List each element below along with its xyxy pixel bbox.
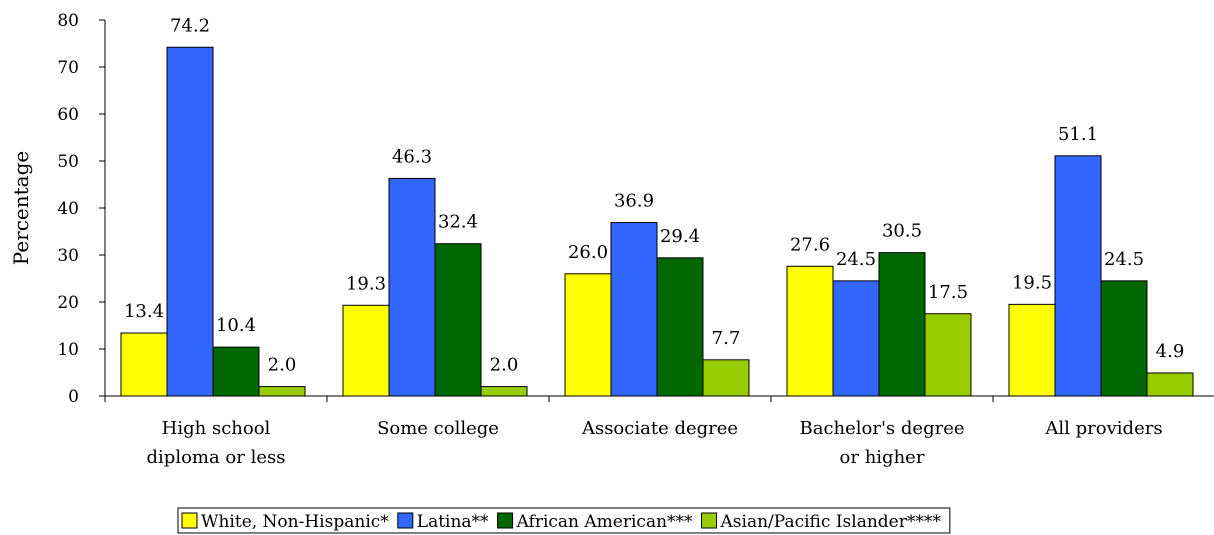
legend-swatch <box>701 512 718 529</box>
bar <box>120 332 168 397</box>
bar <box>702 359 750 397</box>
bars <box>120 46 1194 397</box>
bar-value-label: 26.0 <box>568 242 608 263</box>
bar-value-label: 27.6 <box>790 234 830 255</box>
y-tick-label: 0 <box>68 387 79 407</box>
y-tick-label: 60 <box>57 105 79 125</box>
y-axis-title: Percentage <box>9 151 33 265</box>
bar-value-label: 10.4 <box>216 315 256 336</box>
bar <box>388 177 436 397</box>
legend-swatch <box>181 512 198 529</box>
bar-value-label: 51.1 <box>1058 124 1098 145</box>
bar-value-label: 2.0 <box>490 355 519 376</box>
bar <box>924 313 972 397</box>
legend-label: Latina** <box>417 512 489 532</box>
y-tick-label: 20 <box>57 293 79 313</box>
bar-value-label: 24.5 <box>1104 249 1144 270</box>
legend-label: African American*** <box>516 512 693 532</box>
x-category-label-line: diploma or less <box>147 447 286 468</box>
x-category-label: Associate degree <box>581 418 738 439</box>
bar <box>1100 280 1148 397</box>
y-axis: 0 10 20 30 40 50 60 70 80 <box>57 11 106 407</box>
bar-value-label: 29.4 <box>660 226 700 247</box>
bar <box>878 252 926 397</box>
x-category-label-line: Associate degree <box>581 418 738 439</box>
bar <box>258 386 306 397</box>
bar-value-label: 30.5 <box>882 221 922 242</box>
y-tick-label: 10 <box>57 340 79 360</box>
y-tick-label: 70 <box>57 58 79 78</box>
bar <box>480 386 528 397</box>
y-tick-label: 40 <box>57 199 79 219</box>
legend: White, Non-Hispanic* Latina** African Amer… <box>177 507 951 534</box>
bar-value-label: 74.2 <box>170 15 210 36</box>
bar-value-label: 2.0 <box>268 355 297 376</box>
bar <box>166 46 214 397</box>
legend-swatch <box>397 512 414 529</box>
bar <box>1146 372 1194 397</box>
bar-value-label: 4.9 <box>1156 341 1185 362</box>
x-category-label: Some college <box>377 418 499 439</box>
y-tick-label: 50 <box>57 152 79 172</box>
bar <box>564 273 612 397</box>
x-category-label: High school diploma or less <box>147 418 286 468</box>
bar-value-label: 24.5 <box>836 249 876 270</box>
bar-value-label: 17.5 <box>928 282 968 303</box>
bar <box>212 346 260 397</box>
x-category-label: All providers <box>1044 418 1162 439</box>
bar <box>1008 303 1056 397</box>
bar-value-label: 36.9 <box>614 191 654 212</box>
x-category-label-line: All providers <box>1044 418 1162 439</box>
bar <box>434 243 482 397</box>
bar <box>610 222 658 397</box>
legend-box <box>177 507 951 534</box>
legend-label: White, Non-Hispanic* <box>201 512 389 532</box>
bar-value-label: 13.4 <box>124 301 164 322</box>
bar <box>832 280 880 397</box>
x-category-label-line: High school <box>162 418 271 439</box>
y-tick-label: 80 <box>57 11 79 31</box>
x-axis: High school diploma or less Some college As… <box>104 395 1214 468</box>
bar <box>342 304 390 397</box>
bar-value-label: 32.4 <box>438 212 478 233</box>
x-category-label-line: Some college <box>377 418 499 439</box>
x-category-label-line: or higher <box>840 447 925 468</box>
x-category-label-line: Bachelor's degree <box>800 418 965 439</box>
bar <box>1054 155 1102 397</box>
bar-value-label: 46.3 <box>392 146 432 167</box>
x-category-label: Bachelor's degree or higher <box>800 418 965 468</box>
data-labels: 13.4 74.2 10.4 2.0 19.3 46.3 32.4 2.0 26.0 36.9 29… <box>124 15 1184 375</box>
legend-swatch <box>497 512 514 529</box>
bar <box>656 257 704 397</box>
y-tick-label: 30 <box>57 246 79 266</box>
bar-value-label: 19.5 <box>1012 272 1052 293</box>
bar-value-label: 19.3 <box>346 273 386 294</box>
bar <box>786 265 834 397</box>
legend-label: Asian/Pacific Islander**** <box>720 512 942 532</box>
bar-value-label: 7.7 <box>712 328 741 349</box>
